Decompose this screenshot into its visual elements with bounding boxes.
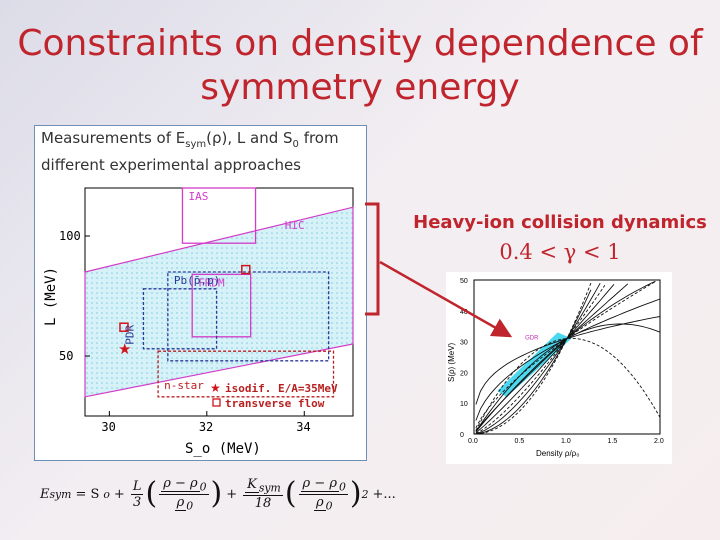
y-tick-label: 10 [460,401,468,408]
constraints-panel: IAS HIC FRDM Pb(p̄,p) PDR n-star ★ ★ isodif. E/A… [34,125,367,461]
y-tick-label: 0 [460,432,464,439]
x-tick-label: 0.0 [468,438,478,445]
series-line [475,289,592,435]
region-label: n-star [164,379,204,392]
series-line [475,282,592,435]
series-line [475,337,661,431]
x-tick-label: 0.5 [515,438,525,445]
x-tick-label: 34 [296,420,310,434]
hic-title: Heavy-ion collision dynamics [413,212,707,233]
region-label: HIC [285,219,305,232]
symmetry-energy-chart: GDR 0.0 0.5 1.0 1.5 2.0 0 10 20 30 40 50 Density ρ/ρ… [446,272,672,464]
y-tick-label: 50 [59,349,73,363]
region-label: PDR [123,325,136,345]
series-line [475,282,601,435]
series-line [475,284,615,434]
x-axis-label: Density ρ/ρ₀ [536,449,580,458]
region-box [142,288,218,350]
y-tick-label: 50 [460,278,468,285]
gdr-label: GDR [525,336,539,342]
x-tick-label: 1.5 [608,438,618,445]
region-box [181,187,257,244]
y-tick-label: 100 [59,229,81,243]
legend-square [212,398,221,407]
gamma-range: 0.4 < γ < 1 [499,240,621,264]
region-label: IAS [188,190,208,203]
legend-label: transverse flow [225,397,325,410]
x-axis-label: S_o (MeV) [185,441,261,457]
series-line [475,283,629,432]
y-axis-label: L (MeV) [43,267,59,326]
y-tick-label: 20 [460,370,468,377]
y-axis-label: S(ρ) (MeV) [447,342,456,382]
series-line [475,298,661,421]
series-line [475,280,656,432]
legend-star: ★ [210,381,221,395]
x-tick-label: 2.0 [654,438,664,445]
square-marker [241,264,251,275]
y-tick-label: 40 [460,309,468,316]
series-line [475,281,656,429]
region-box [191,273,252,338]
x-tick-label: 30 [101,420,115,434]
x-tick-label: 32 [199,420,213,434]
plot-frame [473,279,661,435]
left-caption: Measurements of Esym(ρ), L and S0 from d… [41,129,339,174]
slide-title: Constraints on density dependence of sym… [17,23,703,108]
hic-band [84,206,354,398]
region-box [157,350,335,398]
region-label: Pb(p̄,p) [174,274,220,287]
region-label: FRDM [198,276,225,289]
star-marker: ★ [118,341,131,358]
y-tick-label: 30 [460,340,468,347]
legend-label: isodif. E/A=35MeV [225,382,338,395]
x-tick-label: 1.0 [561,438,571,445]
series-line [475,285,606,434]
region-box [167,271,330,362]
square-marker [119,322,129,332]
bracket [365,202,380,316]
